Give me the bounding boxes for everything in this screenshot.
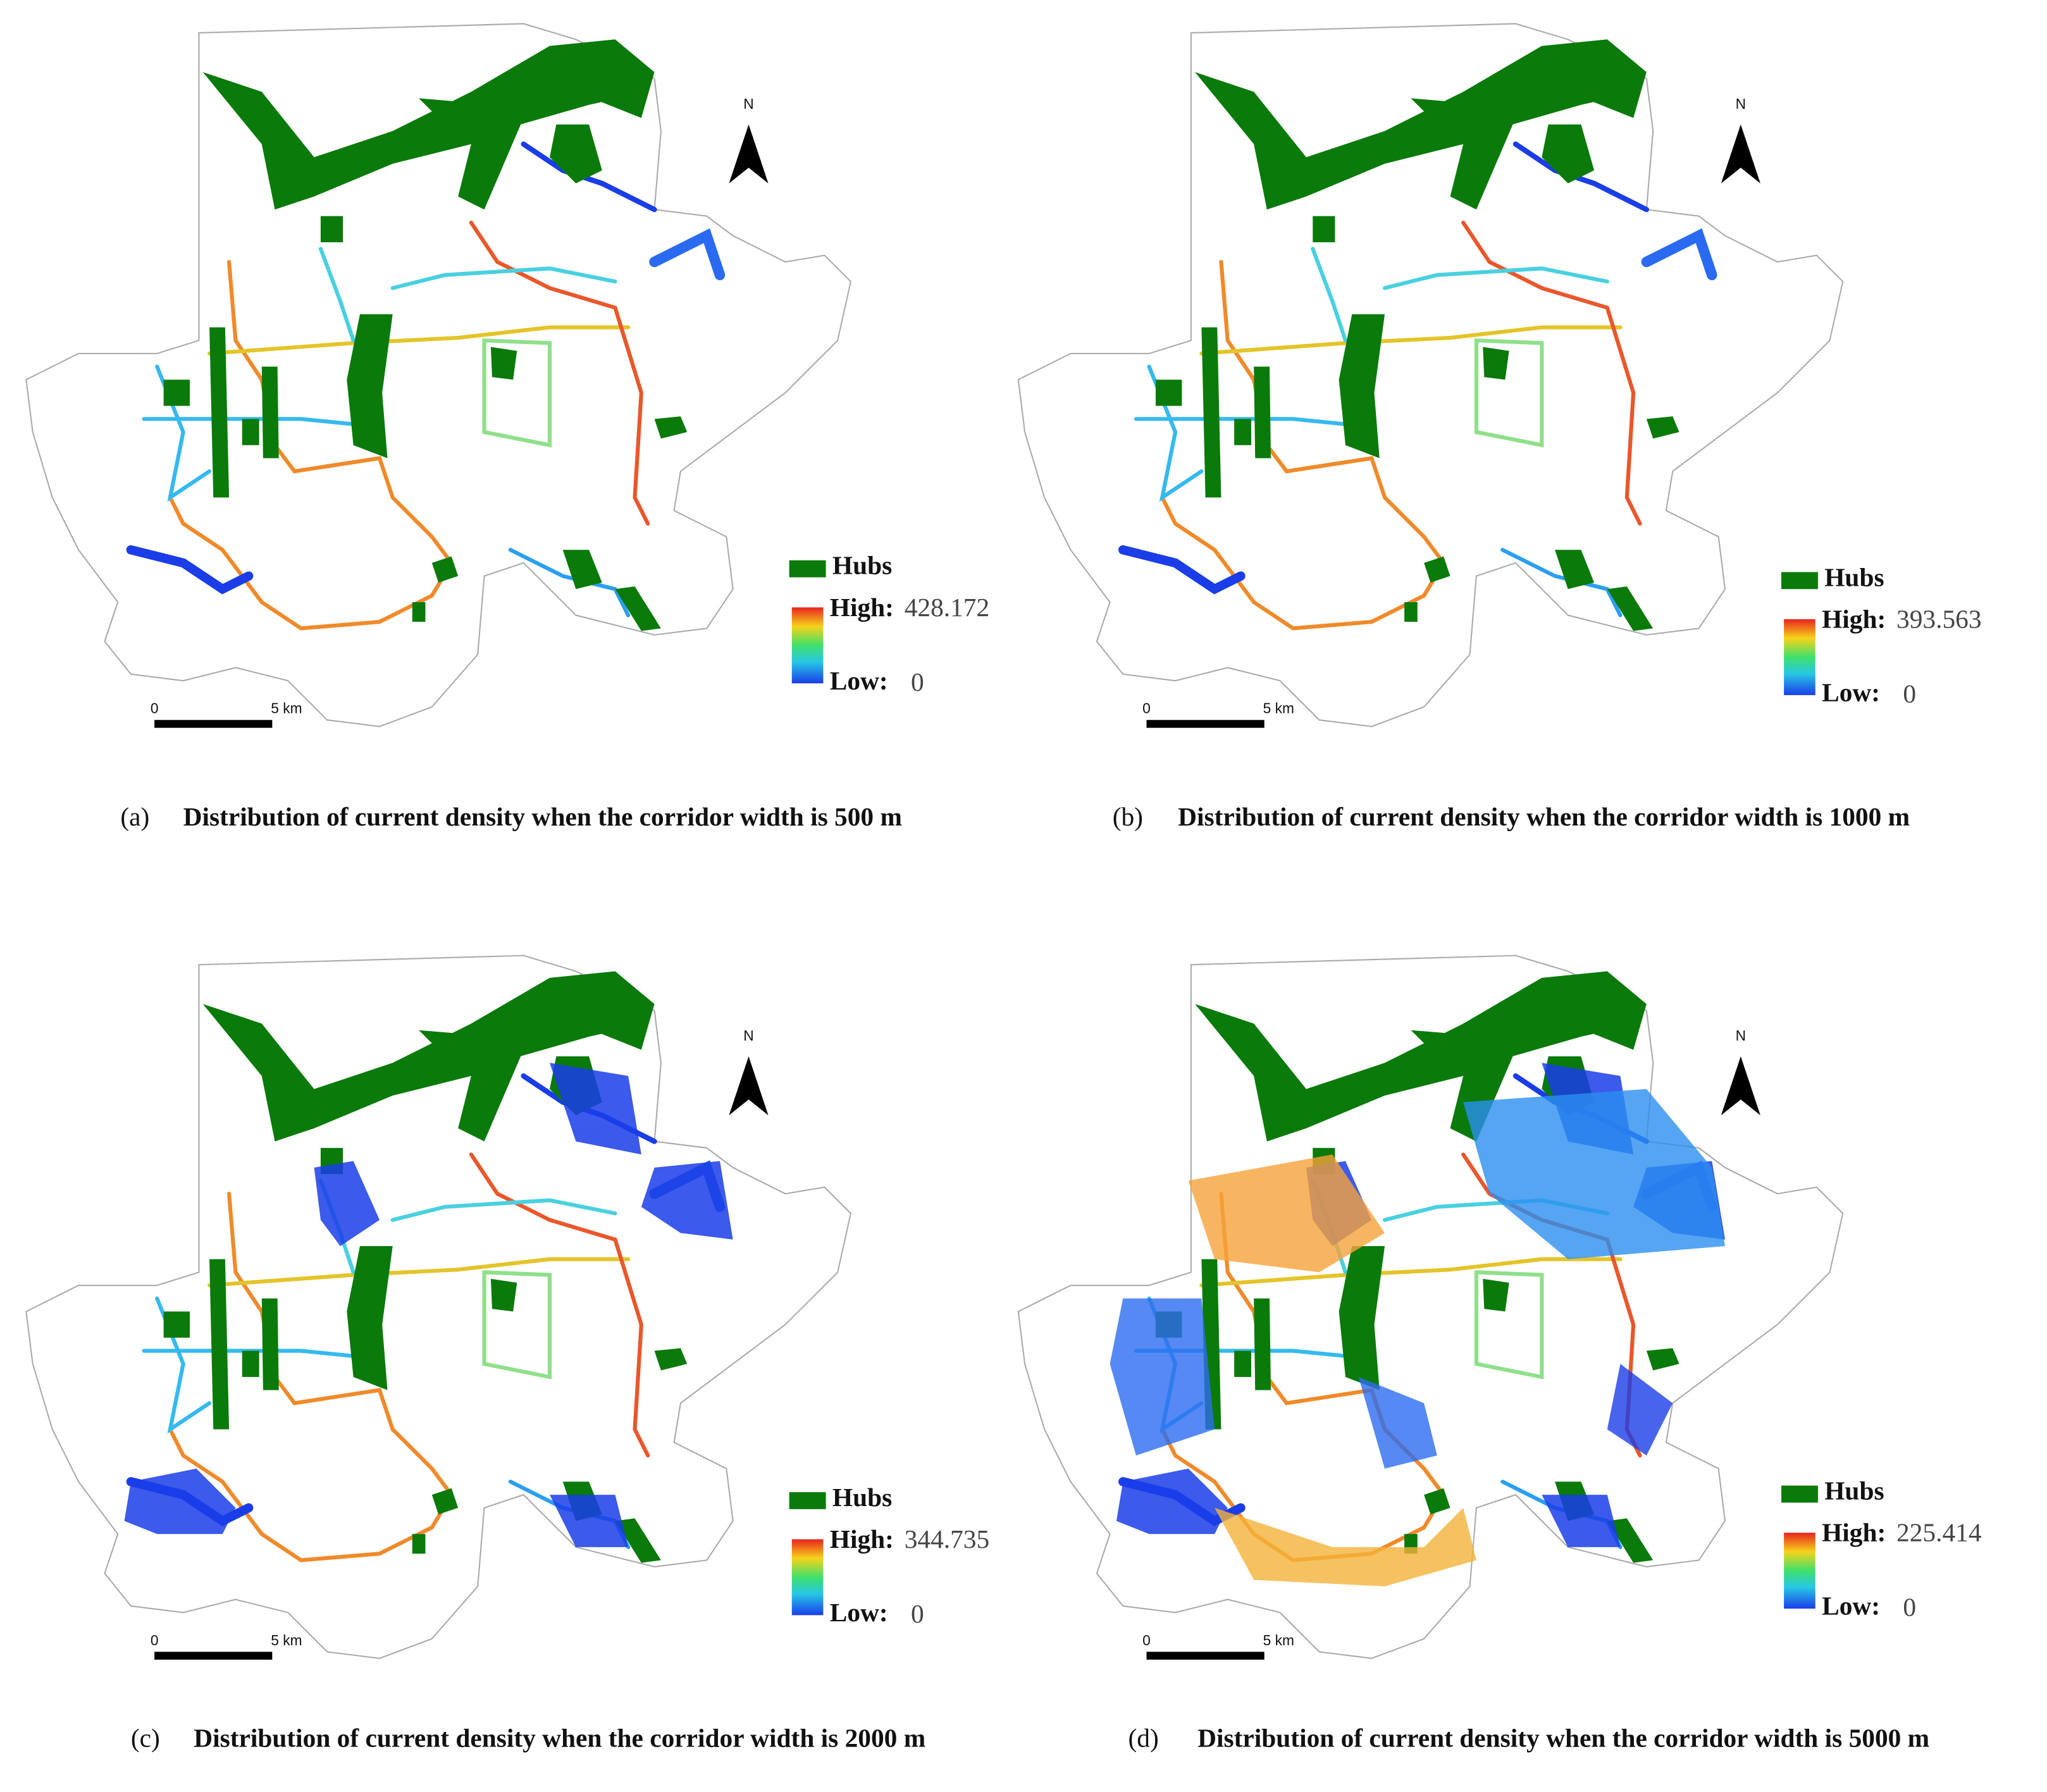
scale-start: 0 <box>151 1632 159 1648</box>
map-panel: N 0 5 km Hubs High: 393.563 Low: 0 <box>1018 23 1982 727</box>
scale-start: 0 <box>1142 700 1151 717</box>
high-label: High: <box>830 1524 894 1554</box>
color-ramp <box>1784 1533 1815 1609</box>
scale-start: 0 <box>1142 1632 1151 1648</box>
map <box>26 23 851 726</box>
low-value: 0 <box>911 1599 924 1628</box>
north-label: N <box>1736 1027 1746 1044</box>
panel-caption: Distribution of current density when the… <box>194 1724 925 1753</box>
low-label: Low: <box>830 666 888 695</box>
hubs-label: Hubs <box>832 1483 892 1512</box>
scale-bar <box>154 720 273 728</box>
hubs-label: Hubs <box>1824 562 1884 591</box>
panel-caption: Distribution of current density when the… <box>1178 802 1910 831</box>
panel-label: (d) <box>1129 1724 1159 1753</box>
north-label: N <box>743 96 753 112</box>
map <box>1018 23 1843 726</box>
scale-start: 0 <box>151 700 159 717</box>
north-arrow <box>729 1056 769 1116</box>
hubs-swatch <box>1781 1485 1818 1503</box>
scale-end: 5 km <box>1263 1632 1294 1648</box>
low-label: Low: <box>1822 1591 1880 1621</box>
low-label: Low: <box>830 1598 888 1627</box>
low-value: 0 <box>911 667 924 696</box>
high-value: 344.735 <box>905 1524 989 1554</box>
hubs-label: Hubs <box>832 551 892 580</box>
hubs-swatch <box>789 560 826 578</box>
high-value: 428.172 <box>905 593 989 622</box>
panel-caption: Distribution of current density when the… <box>1197 1724 1929 1753</box>
scale-bar <box>1146 1652 1265 1660</box>
panel-label: (a) <box>120 802 149 832</box>
hubs-swatch <box>789 1492 826 1509</box>
hubs-label: Hubs <box>1824 1476 1884 1505</box>
scale-bar <box>1146 720 1265 728</box>
hubs-swatch <box>1781 572 1818 590</box>
north-arrow <box>1721 124 1760 183</box>
high-label: High: <box>1822 1518 1886 1547</box>
north-arrow <box>729 124 769 183</box>
panel-label: (b) <box>1113 802 1143 832</box>
scale-end: 5 km <box>271 1632 302 1648</box>
scale-end: 5 km <box>271 700 302 717</box>
scale-bar <box>154 1652 273 1660</box>
low-value: 0 <box>1903 1593 1916 1622</box>
color-ramp <box>1784 619 1815 695</box>
map-panel: N 0 5 km Hubs High: 428.172 Low: 0 <box>26 23 989 727</box>
color-ramp <box>791 1539 824 1616</box>
high-value: 225.414 <box>1896 1518 1982 1547</box>
north-label: N <box>1736 96 1746 112</box>
north-arrow <box>1721 1056 1760 1116</box>
high-label: High: <box>1822 605 1886 634</box>
color-ramp <box>791 607 824 684</box>
map-panel: N 0 5 km Hubs High: 344.735 Low: 0 <box>26 956 989 1660</box>
high-value: 393.563 <box>1896 605 1981 634</box>
low-value: 0 <box>1903 679 1916 708</box>
scale-end: 5 km <box>1263 700 1294 717</box>
high-label: High: <box>830 593 894 622</box>
map <box>26 956 851 1659</box>
low-label: Low: <box>1822 677 1880 707</box>
panel-caption: Distribution of current density when the… <box>183 802 902 831</box>
panel-label: (c) <box>131 1724 160 1753</box>
north-label: N <box>743 1027 753 1044</box>
map-panel: N 0 5 km Hubs High: 225.414 Low: 0 <box>1018 956 1982 1660</box>
